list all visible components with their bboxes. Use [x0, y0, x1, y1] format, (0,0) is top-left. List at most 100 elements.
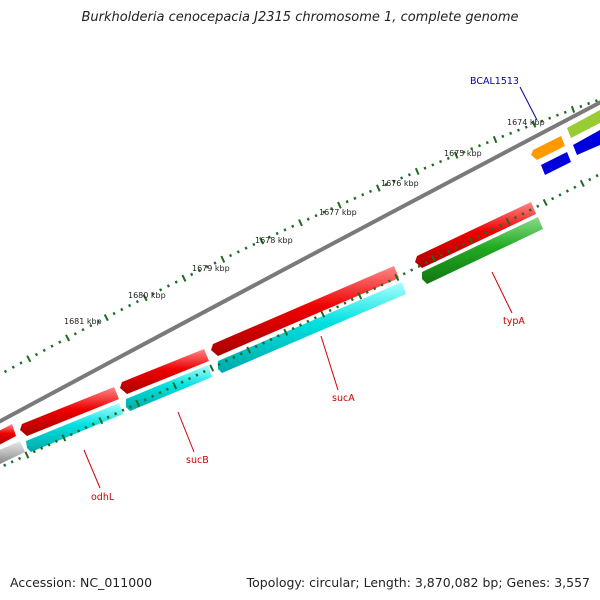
gene-label-sucB[interactable]: sucB: [186, 455, 209, 466]
gene-sucB-forward[interactable]: [120, 349, 209, 394]
inner-scale-tick: [32, 449, 36, 454]
outer-scale-tick: [361, 193, 365, 197]
inner-scale-tick: [172, 382, 178, 390]
outer-scale-tick: [112, 311, 116, 316]
outer-scale-tick: [345, 200, 349, 204]
inner-scale-tick: [468, 236, 474, 244]
inner-scale-tick: [106, 415, 110, 419]
inner-scale-tick: [232, 355, 236, 359]
gene-label-BCAL1513[interactable]: BCAL1513: [470, 76, 519, 87]
scale-label-1674: 1674 kbp: [507, 118, 545, 127]
outer-scale-tick: [555, 113, 559, 117]
outer-scale-tick: [103, 314, 109, 322]
outer-scale-tick: [135, 299, 139, 304]
outer-scale-tick: [375, 184, 381, 192]
gene-BCAL1513[interactable]: [531, 136, 565, 160]
gene-cds-forward[interactable]: [20, 387, 119, 436]
outer-scale-tick: [477, 144, 482, 148]
inner-scale-tick: [357, 292, 363, 300]
outer-scale-tick: [516, 128, 520, 132]
outer-scale-tick: [540, 119, 544, 123]
outer-scale-tick: [34, 352, 39, 357]
inner-scale-tick: [24, 451, 30, 459]
inner-scale-tick: [158, 391, 162, 395]
gene-label-typA[interactable]: typA: [503, 316, 525, 327]
gene-other[interactable]: [541, 152, 571, 175]
gene-rna[interactable]: [567, 110, 600, 138]
outer-scale-tick: [563, 110, 567, 114]
gene-sucB[interactable]: [126, 365, 212, 411]
inner-scale-tick: [143, 398, 147, 402]
inner-scale-tick: [476, 234, 480, 239]
inner-scale-tick: [10, 460, 14, 464]
outer-scale-tick: [579, 104, 583, 109]
inner-scale-tick: [61, 434, 67, 442]
inner-scale-tick: [98, 417, 104, 425]
inner-scale-tick: [417, 264, 421, 268]
gene-label-sucA[interactable]: sucA: [332, 393, 355, 404]
inner-scale-tick: [135, 399, 141, 407]
outer-scale-tick: [205, 265, 209, 269]
inner-scale-tick: [536, 204, 540, 208]
gene-label-odhL[interactable]: odhL: [91, 492, 115, 503]
inner-scale-tick: [202, 369, 206, 374]
outer-scale-tick: [267, 235, 271, 239]
outer-scale-tick: [159, 288, 163, 292]
outer-scale-tick: [252, 242, 256, 247]
scale-label-1676: 1676 kbp: [381, 179, 419, 188]
outer-scale-tick: [298, 219, 303, 227]
inner-scale-tick: [121, 408, 125, 412]
outer-scale-tick: [548, 116, 552, 120]
outer-scale-tick: [89, 323, 93, 328]
outer-scale-tick: [50, 344, 54, 348]
inner-scale-tick: [328, 308, 332, 313]
scale-label-1680: 1680 kbp: [128, 291, 166, 300]
outer-scale-tick: [594, 99, 598, 103]
outer-scale-tick: [128, 303, 132, 308]
reverse-strand: [0, 217, 543, 464]
leader-typA: [491, 271, 513, 314]
outer-scale-tick: [431, 163, 435, 167]
inner-scale-tick: [91, 422, 95, 426]
inner-scale-tick: [128, 405, 132, 409]
inner-scale-tick: [410, 268, 414, 272]
inner-scale-tick: [54, 439, 58, 443]
outer-scale-tick: [509, 131, 513, 135]
inner-scale-tick: [402, 272, 406, 276]
gene-typA-forward[interactable]: [415, 202, 536, 268]
inner-scale-tick: [313, 316, 317, 320]
outer-scale-tick: [524, 125, 528, 129]
outer-scale-tick: [314, 214, 318, 218]
gene-misc[interactable]: [0, 441, 25, 464]
inner-scale-tick: [291, 326, 295, 331]
gene-odhL[interactable]: [26, 403, 123, 452]
inner-scale-tick: [528, 208, 532, 212]
outer-scale-tick: [392, 179, 396, 183]
outer-scale-tick: [337, 201, 342, 209]
inner-scale-tick: [298, 323, 303, 327]
gene-labels: BCAL1513 typA sucA sucB odhL: [91, 76, 525, 503]
leader-odhL: [83, 449, 101, 489]
outer-scale-tick: [407, 173, 411, 177]
outer-scale-tick: [236, 250, 240, 254]
scale-label-1679: 1679 kbp: [192, 264, 230, 273]
outer-scale-tick: [453, 151, 459, 159]
inner-scale-tick: [491, 227, 495, 231]
outer-scale-tick: [291, 224, 295, 228]
gene-sucA-forward[interactable]: [211, 266, 399, 356]
outer-scale-tick: [400, 176, 404, 180]
inner-scale-tick: [431, 255, 437, 263]
gene-odhL-partial[interactable]: [0, 424, 16, 445]
inner-scale-tick: [165, 387, 169, 391]
gene-sucA[interactable]: [218, 282, 406, 373]
outer-scale-tick: [181, 274, 187, 282]
inner-scale-tick: [195, 373, 199, 377]
gene-other-2[interactable]: [573, 130, 600, 155]
gene-typA[interactable]: [422, 217, 543, 284]
outer-scale-tick: [587, 101, 591, 106]
inner-scale-tick: [439, 253, 443, 257]
outer-scale-tick: [414, 167, 420, 176]
map-title: Burkholderia cenocepacia J2315 chromosom…: [81, 10, 519, 25]
outer-scale-tick: [485, 140, 489, 145]
